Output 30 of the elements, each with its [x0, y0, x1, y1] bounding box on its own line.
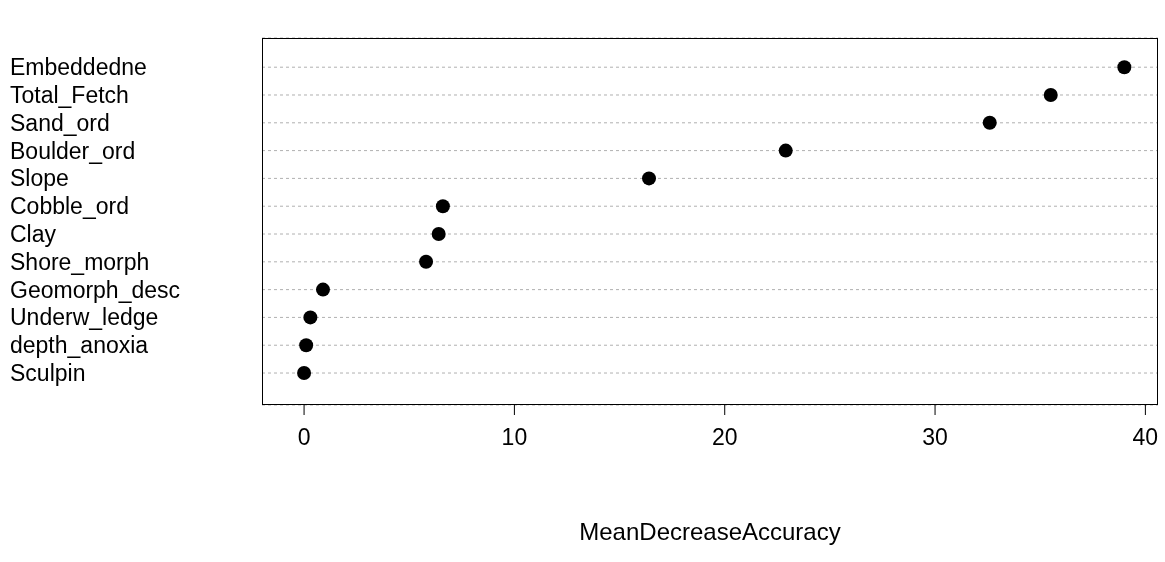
x-tick-label: 10 — [501, 424, 528, 451]
y-tick-label: Slope — [10, 165, 69, 192]
y-tick-label: Sand_ord — [10, 109, 110, 136]
point — [299, 338, 314, 353]
point — [316, 282, 330, 297]
point — [778, 143, 793, 158]
point — [1117, 60, 1132, 75]
point — [435, 199, 450, 214]
x-axis-title: MeanDecreaseAccuracy — [579, 518, 841, 545]
y-tick-label: Shore_morph — [10, 248, 150, 275]
y-tick-label: Clay — [10, 221, 57, 248]
y-tick-label: Total_Fetch — [10, 82, 129, 108]
x-tick-label: 40 — [1132, 424, 1159, 451]
y-tick-label: Geomorph_desc — [10, 276, 181, 303]
y-tick-label: Boulder_ord — [10, 137, 136, 164]
point — [303, 310, 318, 325]
x-tick-label: 0 — [297, 424, 311, 451]
point — [297, 366, 312, 381]
point — [419, 254, 434, 269]
point — [642, 171, 657, 186]
y-tick-label: Embeddedne — [10, 54, 147, 81]
point — [982, 115, 997, 130]
y-tick-label: Underw_ledge — [10, 304, 159, 331]
x-tick-label: 30 — [922, 424, 948, 451]
y-tick-label: Cobble_ord — [10, 193, 129, 220]
y-tick-label: Sculpin — [10, 360, 86, 387]
y-tick-label: depth_anoxia — [10, 332, 149, 359]
point — [1043, 88, 1058, 102]
point — [431, 227, 446, 242]
x-tick-label: 20 — [711, 424, 738, 451]
